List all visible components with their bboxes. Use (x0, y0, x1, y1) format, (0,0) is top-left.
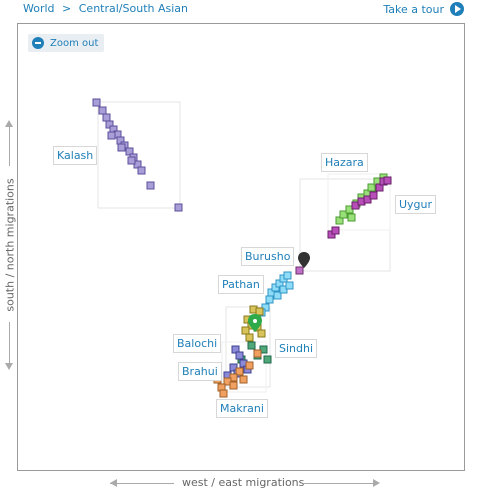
y-axis: south / north migrations (2, 120, 18, 370)
points-burusho (295, 266, 304, 275)
arrow-right-icon (373, 479, 380, 487)
location-pin-dark (298, 252, 310, 268)
take-a-tour-label: Take a tour (383, 2, 444, 16)
cluster-box-balochi (225, 306, 271, 388)
y-axis-label: south / north migrations (3, 178, 17, 312)
cluster-box-kalash (97, 101, 181, 209)
label-makrani[interactable]: Makrani (216, 399, 268, 418)
label-burusho[interactable]: Burusho (241, 247, 295, 266)
population-scatter (92, 98, 392, 398)
minus-circle-icon (32, 37, 44, 49)
cluster-box-sindhi (221, 341, 267, 393)
label-uygur[interactable]: Uygur (395, 195, 437, 214)
breadcrumb-current: Central/South Asian (78, 2, 188, 15)
label-kalash[interactable]: Kalash (53, 146, 98, 165)
zoom-out-label: Zoom out (50, 37, 99, 49)
points-uygur (327, 176, 392, 239)
breadcrumb-separator: > (62, 2, 72, 15)
breadcrumb: World > Central/South Asian (23, 2, 188, 15)
take-a-tour-button[interactable]: Take a tour (383, 2, 464, 16)
cluster-box-uygur (327, 173, 391, 231)
breadcrumb-world-link[interactable]: World (23, 2, 55, 15)
play-icon (450, 2, 464, 16)
x-axis-label: west / east migrations (182, 476, 305, 489)
x-axis: west / east migrations (110, 476, 380, 492)
migration-plot[interactable]: Zoom out (17, 23, 465, 471)
arrow-down-icon (5, 363, 13, 370)
label-pathan[interactable]: Pathan (218, 275, 264, 294)
location-pin-green (248, 314, 262, 332)
label-sindhi[interactable]: Sindhi (275, 339, 318, 358)
arrow-up-icon (5, 120, 13, 127)
zoom-out-button[interactable]: Zoom out (28, 34, 105, 52)
label-hazara[interactable]: Hazara (321, 153, 368, 172)
points-kalash (92, 98, 183, 212)
label-balochi[interactable]: Balochi (173, 334, 222, 353)
label-brahui[interactable]: Brahui (178, 362, 222, 381)
